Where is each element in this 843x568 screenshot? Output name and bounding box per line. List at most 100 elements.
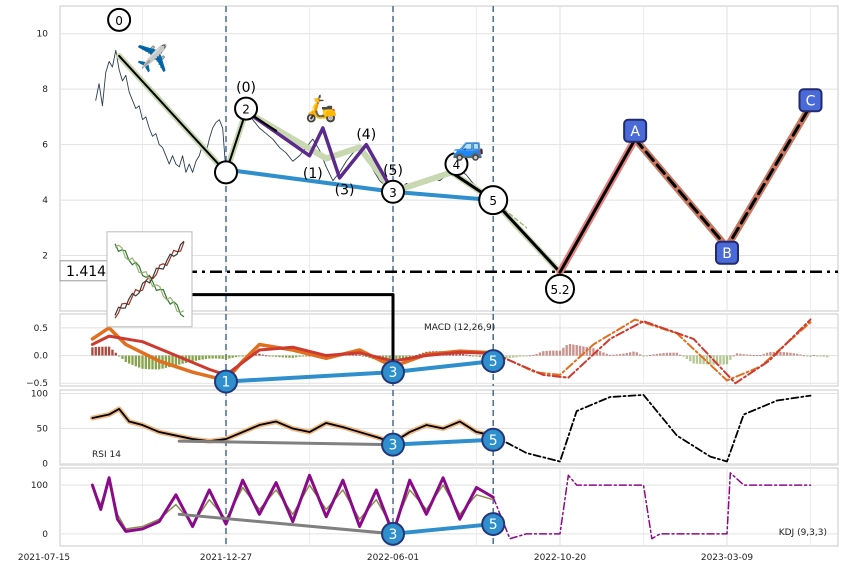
abc-marker bbox=[623, 118, 648, 143]
macd-hist-bar bbox=[107, 346, 111, 356]
macd-hist-bar bbox=[221, 355, 224, 359]
macd-point-marker bbox=[381, 360, 405, 385]
macd-hist-bar bbox=[395, 355, 398, 362]
macd-hist-bar bbox=[415, 355, 418, 357]
kdj-support-line bbox=[391, 522, 496, 536]
macd-hist-bar bbox=[178, 355, 181, 365]
macd-hist-bar bbox=[518, 355, 522, 357]
macd-hist-bar bbox=[351, 354, 355, 356]
macd-hist-bar bbox=[258, 353, 261, 356]
x-tick-label: 2022-10-20 bbox=[534, 553, 587, 563]
macd-hist-bar bbox=[468, 355, 471, 357]
macd-hist-bar bbox=[675, 352, 679, 356]
macd-hist-bar bbox=[361, 355, 365, 357]
macd-hist-bar bbox=[168, 355, 171, 368]
macd-hist-bar bbox=[642, 355, 645, 357]
macd-hist-bar bbox=[121, 355, 124, 359]
macd-hist-bar bbox=[512, 355, 515, 358]
macd-hist-bar bbox=[134, 355, 137, 367]
macd-hist-bar bbox=[104, 346, 107, 356]
rsi-support-line bbox=[391, 437, 496, 447]
macd-hist-bar bbox=[552, 350, 555, 356]
price-point-label: 4 bbox=[453, 158, 461, 172]
macd-hist-bar bbox=[755, 355, 759, 357]
macd-hist-bar bbox=[822, 355, 826, 357]
macd-hist-bar bbox=[188, 355, 191, 363]
macd-hist-bar bbox=[515, 355, 518, 358]
macd-point-marker bbox=[481, 349, 506, 374]
macd-point-marker bbox=[214, 369, 238, 394]
macd-hist-bar bbox=[231, 355, 234, 358]
price-point-label: 5.2 bbox=[550, 283, 569, 297]
x-tick-label: 2023-03-09 bbox=[701, 553, 754, 563]
macd-hist-bar bbox=[719, 355, 722, 365]
kdj-j-line bbox=[90, 473, 495, 536]
macd-hist-bar bbox=[575, 345, 578, 356]
macd-hist-bar bbox=[625, 352, 628, 356]
macd-hist-bar bbox=[271, 355, 274, 357]
macd-hist-bar bbox=[632, 351, 635, 356]
macd-hist-bar bbox=[588, 347, 592, 356]
macd-hist-bar bbox=[475, 355, 478, 357]
macd-hist-bar bbox=[649, 354, 652, 356]
inset-thumbnail-line bbox=[114, 243, 185, 318]
macd-hist-bar bbox=[572, 344, 575, 356]
macd-hist-bar bbox=[117, 355, 121, 357]
macd-hist-bar bbox=[685, 355, 689, 359]
macd-hist-bar bbox=[228, 355, 231, 359]
macd-hist-bar bbox=[154, 355, 158, 370]
price-point-marker bbox=[478, 185, 509, 216]
kdj-point-label: 5 bbox=[489, 517, 498, 533]
price-point-label: 0 bbox=[115, 14, 123, 28]
overlay: 1.4140 0 2 3 4 5 5.2 (0) (1) (3) (4) (5) A B C ✈️ 🛵 🚙 1 3 5 3… bbox=[59, 7, 823, 546]
macd-hist-bar bbox=[628, 352, 632, 356]
macd-hist-bar bbox=[555, 350, 558, 356]
macd-hist-bar bbox=[689, 355, 692, 362]
macd-hist-bar bbox=[294, 355, 298, 358]
macd-hist-bar bbox=[261, 354, 264, 356]
kdj-j-projection-line bbox=[492, 472, 812, 540]
macd-hist-bar bbox=[749, 354, 752, 356]
macd-hist-bar bbox=[819, 355, 822, 357]
price-point-marker bbox=[381, 179, 405, 204]
kdj-point-label: 3 bbox=[389, 527, 398, 543]
macd-hist-bar bbox=[545, 350, 548, 356]
macd-hist-bar bbox=[478, 355, 482, 357]
macd-hist-bar bbox=[281, 355, 284, 358]
macd-point-label: 1 bbox=[222, 375, 231, 391]
macd-hist-bar bbox=[234, 355, 238, 358]
macd-hist-bar bbox=[355, 354, 358, 356]
macd-hist-bar bbox=[148, 355, 151, 370]
macd-signal-line bbox=[90, 334, 495, 377]
macd-point-label: 5 bbox=[489, 354, 498, 370]
macd-hist-bar bbox=[635, 352, 638, 356]
macd-hist-bar bbox=[408, 355, 411, 358]
macd-hist-bar bbox=[94, 347, 97, 356]
macd-hist-bar bbox=[659, 353, 662, 356]
wave-label: (5) bbox=[383, 163, 403, 179]
macd-hist-bar bbox=[214, 355, 218, 359]
macd-hist-bar bbox=[194, 355, 198, 361]
abc-label: B bbox=[722, 246, 732, 262]
macd-hist-bar bbox=[665, 352, 669, 356]
macd-hist-bar bbox=[802, 355, 805, 357]
macd-hist-bar bbox=[582, 346, 585, 356]
macd-hist-bar bbox=[742, 354, 745, 356]
rsi-point-marker bbox=[381, 432, 405, 457]
macd-hist-bar bbox=[805, 355, 809, 357]
macd-hist-bar bbox=[535, 353, 538, 356]
macd-hist-bar bbox=[298, 355, 301, 357]
macd-hist-bar bbox=[592, 348, 595, 356]
macd-hist-bar bbox=[652, 354, 655, 356]
macd-hist-bar bbox=[692, 355, 695, 364]
macd-hist-bar bbox=[722, 355, 725, 365]
macd-hist-bar bbox=[695, 355, 699, 364]
macd-hist-bar bbox=[622, 353, 625, 356]
price-point-marker bbox=[545, 273, 575, 304]
macd-hist-bar bbox=[171, 355, 174, 367]
macd-hist-bar bbox=[458, 353, 461, 356]
rsi-panel-label: RSI 14 bbox=[92, 450, 121, 460]
price-point-label: 5 bbox=[489, 194, 497, 208]
